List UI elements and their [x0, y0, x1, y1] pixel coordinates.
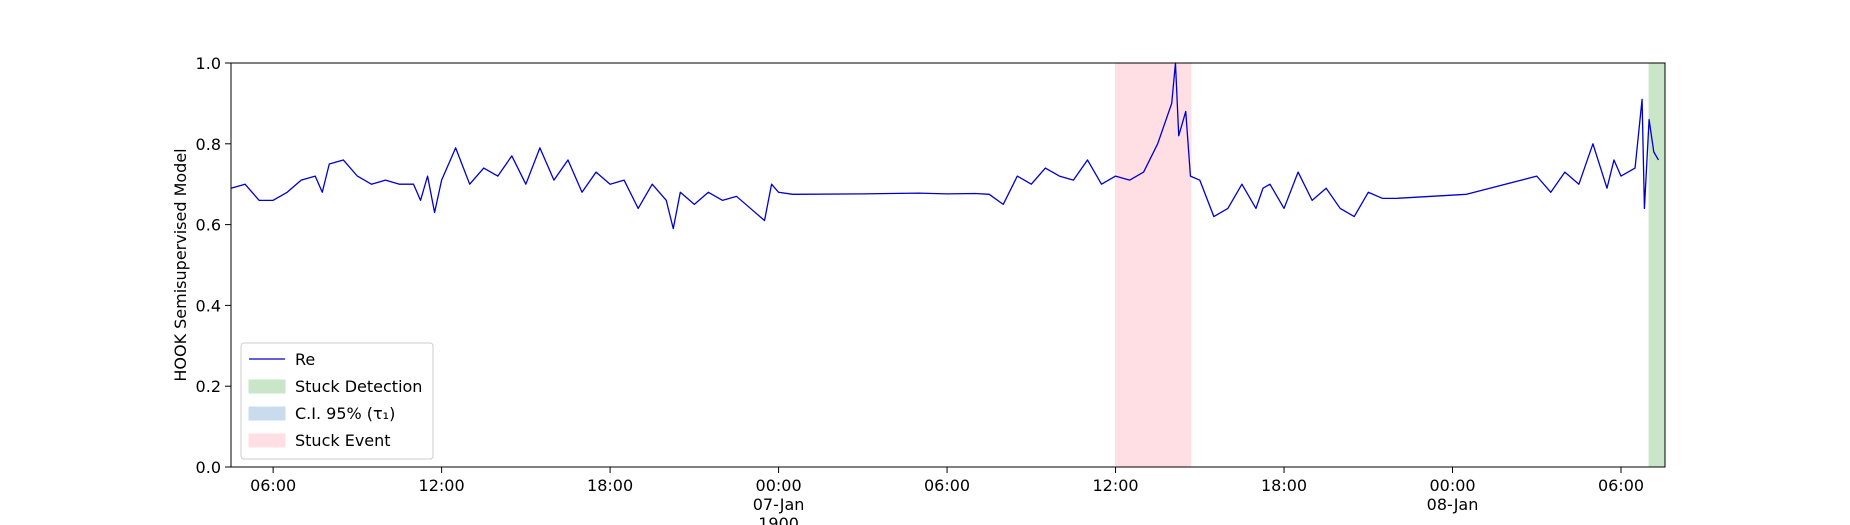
y-tick-label: 0.0 — [196, 458, 221, 477]
y-tick-label: 0.4 — [196, 296, 221, 315]
x-tick-label: 1900 — [758, 514, 799, 525]
x-tick-label: 06:00 — [924, 476, 970, 495]
legend-label: Stuck Event — [295, 431, 391, 450]
x-tick-label: 00:00 — [756, 476, 802, 495]
legend-patch — [248, 379, 286, 394]
legend: Re Stuck Detection C.I. 95% (τ₁) Stuck Even… — [240, 342, 434, 460]
y-tick-label: 0.2 — [196, 377, 221, 396]
plot-frame — [230, 62, 1666, 468]
shaded-band — [1648, 62, 1666, 468]
y-tick-label: 1.0 — [196, 54, 221, 73]
x-tick-label: 18:00 — [587, 476, 633, 495]
legend-label: C.I. 95% (τ₁) — [295, 404, 395, 423]
shaded-band — [1115, 62, 1192, 468]
x-tick-label: 00:00 — [1429, 476, 1475, 495]
x-tick-label: 06:00 — [250, 476, 296, 495]
x-tick-label: 07-Jan — [753, 495, 805, 514]
x-tick-label: 12:00 — [419, 476, 465, 495]
legend-box — [240, 342, 434, 460]
x-tick-label: 06:00 — [1598, 476, 1644, 495]
data-line — [230, 62, 1660, 230]
legend-label: Re — [295, 350, 315, 369]
x-tick-label: 12:00 — [1092, 476, 1138, 495]
legend-label: Stuck Detection — [295, 377, 422, 396]
legend-patch — [248, 433, 286, 448]
legend-patch — [248, 406, 286, 421]
x-tick-label: 18:00 — [1261, 476, 1307, 495]
y-axis-label: HOOK Semisupervised Model — [171, 148, 190, 381]
x-tick-label: 08-Jan — [1427, 495, 1479, 514]
y-tick-label: 0.6 — [196, 216, 221, 235]
y-tick-label: 0.8 — [196, 135, 221, 154]
